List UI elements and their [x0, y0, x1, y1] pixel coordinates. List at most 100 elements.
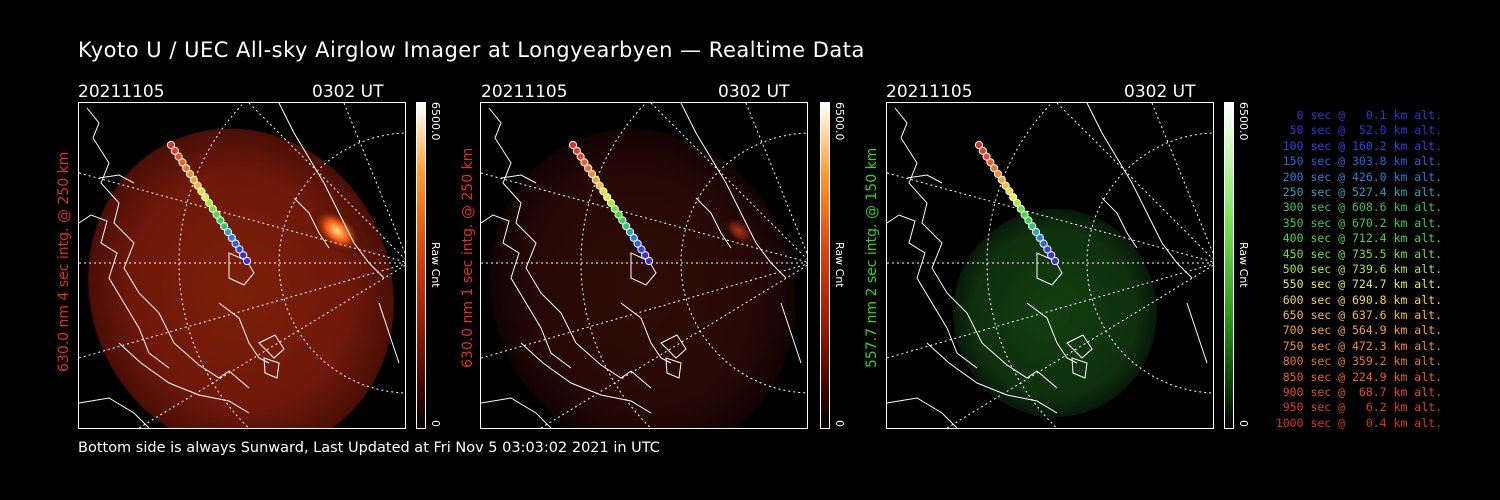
track-point — [595, 181, 604, 190]
track-point — [1047, 251, 1056, 260]
track-point — [990, 164, 999, 173]
track-point — [178, 158, 187, 167]
legend-row: 350 sec @ 670.2 km alt. — [1282, 215, 1442, 230]
legend-row: 1000 sec @ 0.4 km alt. — [1275, 415, 1442, 430]
track-point — [614, 210, 623, 219]
legend-row: 550 sec @ 724.7 km alt. — [1282, 277, 1442, 292]
track-point — [629, 233, 638, 242]
legend-row: 800 sec @ 359.2 km alt. — [1282, 354, 1442, 369]
track-point — [641, 251, 650, 260]
panel-1-side-label: 630.0 nm 4 sec intg. @ 250 km — [56, 151, 72, 372]
legend-row: 450 sec @ 735.5 km alt. — [1282, 246, 1442, 261]
legend-row: 400 sec @ 712.4 km alt. — [1282, 231, 1442, 246]
track-point — [208, 204, 217, 213]
track-point — [622, 222, 631, 231]
track-point — [625, 227, 635, 237]
track-point — [204, 198, 214, 208]
track-point — [223, 227, 233, 237]
panel-2-date: 20211105 — [481, 82, 568, 102]
track-point — [1009, 193, 1018, 202]
track-point — [576, 152, 585, 161]
track-point — [603, 193, 612, 202]
track-point — [189, 175, 198, 184]
track-point — [644, 256, 654, 266]
track-point — [1012, 198, 1022, 208]
footer-note: Bottom side is always Sunward, Last Upda… — [78, 440, 660, 456]
track-point — [997, 175, 1006, 184]
track-point — [170, 146, 179, 155]
track-point — [216, 216, 225, 225]
panel-1-colorbar — [416, 102, 426, 429]
track-point — [231, 239, 240, 248]
legend-row: 950 sec @ 6.2 km alt. — [1282, 400, 1442, 415]
panel-2-colorbar-min: 0 — [833, 420, 846, 427]
track-point — [610, 204, 619, 213]
panel-3-colorbar-unit: Raw Cnt — [1237, 242, 1250, 288]
track-point — [212, 210, 221, 219]
track-point — [1039, 239, 1048, 248]
track-point — [174, 152, 183, 161]
panel-3-colorbar-max: 6500.0 — [1237, 102, 1250, 141]
track-point — [1005, 187, 1014, 196]
track-point — [982, 152, 991, 161]
track-point — [599, 187, 608, 196]
track-point — [584, 164, 593, 173]
track-point — [572, 146, 581, 155]
legend-row: 750 sec @ 472.3 km alt. — [1282, 338, 1442, 353]
track-point — [618, 216, 627, 225]
legend-row: 600 sec @ 690.8 km alt. — [1282, 292, 1442, 307]
track-point — [201, 193, 210, 202]
panel-1-allsky-image — [78, 102, 406, 429]
track-point — [633, 239, 642, 248]
track-point — [1020, 210, 1029, 219]
legend-row: 50 sec @ 52.0 km alt. — [1289, 123, 1442, 138]
track-point — [1024, 216, 1033, 225]
track-point — [1016, 204, 1025, 213]
track-point — [591, 175, 600, 184]
track-point — [197, 187, 206, 196]
legend-row: 150 sec @ 303.8 km alt. — [1282, 154, 1442, 169]
panel-3-side-label: 557.7 nm 2 sec intg. @ 150 km — [864, 147, 880, 368]
track-point — [587, 169, 597, 179]
track-point — [1035, 233, 1044, 242]
track-point — [227, 233, 236, 242]
altitude-legend: 0 sec @ 0.1 km alt. 50 sec @ 52.0 km alt.… — [1262, 108, 1442, 431]
track-point — [185, 169, 195, 179]
panel-3-colorbar-min: 0 — [1237, 420, 1250, 427]
track-point — [606, 198, 616, 208]
panel-2-colorbar-max: 6500.0 — [833, 102, 846, 141]
legend-row: 500 sec @ 739.6 km alt. — [1282, 261, 1442, 276]
panel-2-colorbar-unit: Raw Cnt — [833, 242, 846, 288]
track-point — [239, 251, 248, 260]
track-point — [220, 222, 229, 231]
panel-1-colorbar-unit: Raw Cnt — [429, 242, 442, 288]
track-point — [1050, 256, 1060, 266]
track-point — [242, 256, 252, 266]
track-point — [1043, 245, 1052, 254]
panel-3-time: 0302 UT — [1124, 82, 1196, 102]
track-point — [978, 146, 987, 155]
panel-3-allsky-image — [886, 102, 1214, 429]
panel-1-time: 0302 UT — [312, 82, 384, 102]
panel-1-date: 20211105 — [78, 82, 165, 102]
panel-2-side-label: 630.0 nm 1 sec intg. @ 250 km — [460, 147, 476, 368]
panel-1-colorbar-min: 0 — [429, 420, 442, 427]
panel-1-colorbar-max: 6500.0 — [429, 102, 442, 141]
panel-3-date: 20211105 — [886, 82, 973, 102]
legend-row: 300 sec @ 608.6 km alt. — [1282, 200, 1442, 215]
legend-row: 650 sec @ 637.6 km alt. — [1282, 308, 1442, 323]
page-title: Kyoto U / UEC All-sky Airglow Imager at … — [78, 38, 865, 62]
track-point — [235, 245, 244, 254]
panel-2-time: 0302 UT — [718, 82, 790, 102]
legend-row: 100 sec @ 160.2 km alt. — [1282, 138, 1442, 153]
track-point — [1001, 181, 1010, 190]
track-point — [1031, 227, 1041, 237]
panel-2-allsky-image — [480, 102, 808, 429]
legend-row: 900 sec @ 68.7 km alt. — [1282, 385, 1442, 400]
track-point — [637, 245, 646, 254]
panel-2-colorbar — [820, 102, 830, 429]
track-point — [993, 169, 1003, 179]
track-point — [568, 140, 578, 150]
track-point — [166, 140, 176, 150]
track-point — [1028, 222, 1037, 231]
